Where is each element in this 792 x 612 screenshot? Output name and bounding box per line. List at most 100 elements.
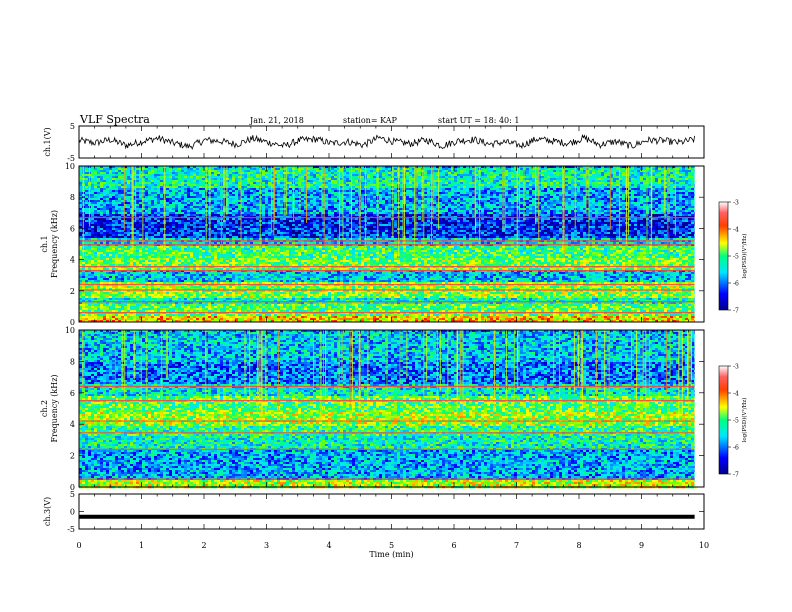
spectrogram-cell xyxy=(190,174,193,176)
spectrogram-cell xyxy=(427,180,430,182)
spectrogram-cell xyxy=(214,170,217,172)
spectrogram-cell xyxy=(352,190,355,192)
spectrogram-cell xyxy=(328,172,331,174)
spectrogram-cell xyxy=(325,170,328,172)
spectrogram-cell xyxy=(214,168,217,170)
spectrogram-cell xyxy=(301,170,304,172)
spectrogram-cell xyxy=(676,178,679,180)
spectrogram-cell xyxy=(178,174,181,176)
spectrogram-cell xyxy=(406,190,409,192)
spectrogram-cell xyxy=(655,182,658,184)
spectrogram-cell xyxy=(361,182,364,184)
spectrogram-cell xyxy=(154,174,157,176)
spectrogram-cell xyxy=(589,176,592,178)
spectrogram-cell xyxy=(643,178,646,180)
spectrogram-cell xyxy=(190,168,193,170)
spectrogram-cell xyxy=(199,190,202,192)
spectrogram-cell xyxy=(652,174,655,176)
spectrogram-cell xyxy=(136,188,139,190)
spectrogram-cell xyxy=(196,168,199,170)
spectrogram-cell xyxy=(655,184,658,186)
spectrogram-cell xyxy=(235,180,238,182)
spectrogram-cell xyxy=(448,178,451,180)
spectrogram-cell xyxy=(439,168,442,170)
spectrogram-cell xyxy=(601,182,604,184)
spectrogram-cell xyxy=(457,176,460,178)
spectrogram-cell xyxy=(529,182,532,184)
spectrogram-cell xyxy=(148,176,151,178)
spectrogram-cell xyxy=(559,180,562,182)
spectrogram-cell xyxy=(454,174,457,176)
spectrogram-cell xyxy=(394,176,397,178)
spectrogram-cell xyxy=(253,174,256,176)
spectrogram-cell xyxy=(613,170,616,172)
spectrogram-cell xyxy=(112,178,115,180)
spectrogram-cell xyxy=(247,172,250,174)
spectrogram-cell xyxy=(214,176,217,178)
spectrogram-cell xyxy=(232,168,235,170)
spectrogram-cell xyxy=(346,170,349,172)
spectrogram-cell xyxy=(508,182,511,184)
spectrogram-cell xyxy=(565,180,568,182)
spectrogram-cell xyxy=(172,186,175,188)
spectrogram-cell xyxy=(295,184,298,186)
spectrogram-cell xyxy=(460,168,463,170)
spectrogram-cell xyxy=(244,178,247,180)
spectrogram-cell xyxy=(367,182,370,184)
spectrogram-cell xyxy=(544,188,547,190)
spectrogram-cell xyxy=(145,168,148,170)
spectrogram-cell xyxy=(454,176,457,178)
spectrogram-cell xyxy=(463,188,466,190)
spectrogram-cell xyxy=(154,180,157,182)
spectrogram-cell xyxy=(616,188,619,190)
spectrogram-cell xyxy=(310,180,313,182)
spectrogram-cell xyxy=(199,186,202,188)
spectrogram-cell xyxy=(493,176,496,178)
spectrogram-cell xyxy=(118,178,121,180)
spectrogram-cell xyxy=(307,174,310,176)
spectrogram-cell xyxy=(508,168,511,170)
spectrogram-cell xyxy=(643,176,646,178)
spectrogram-cell xyxy=(151,178,154,180)
spectrogram-cell xyxy=(172,174,175,176)
spectrogram-cell xyxy=(682,186,685,188)
spectrogram-cell xyxy=(214,174,217,176)
spectrogram-cell xyxy=(322,184,325,186)
spectrogram-cell xyxy=(217,186,220,188)
spectrogram-cell xyxy=(652,178,655,180)
spectrogram-cell xyxy=(217,176,220,178)
spectrogram-cell xyxy=(253,188,256,190)
spectrogram-cell xyxy=(184,176,187,178)
spectrogram-cell xyxy=(532,176,535,178)
spectrogram-cell xyxy=(445,176,448,178)
spectrogram-cell xyxy=(151,182,154,184)
spectrogram-cell xyxy=(169,176,172,178)
spectrogram-cell xyxy=(571,174,574,176)
spectrogram-cell xyxy=(508,172,511,174)
spectrogram-cell xyxy=(253,182,256,184)
spectrogram-cell xyxy=(496,184,499,186)
spectrogram-cell xyxy=(418,188,421,190)
spectrogram-cell xyxy=(232,178,235,180)
spectrogram-cell xyxy=(268,178,271,180)
spectrogram-cell xyxy=(646,172,649,174)
spectrogram-cell xyxy=(268,180,271,182)
spectrogram-cell xyxy=(379,176,382,178)
spectrogram-cell xyxy=(637,188,640,190)
spectrogram-cell xyxy=(244,190,247,192)
spectrogram-cell xyxy=(559,176,562,178)
spectrogram-cell xyxy=(373,188,376,190)
spectrogram-cell xyxy=(394,178,397,180)
spectrogram-cell xyxy=(115,172,118,174)
spectrogram-cell xyxy=(223,180,226,182)
spectrogram-cell xyxy=(688,172,691,174)
spectrogram-cell xyxy=(235,186,238,188)
spectrogram-cell xyxy=(550,176,553,178)
spectrogram-cell xyxy=(85,182,88,184)
spectrogram-cell xyxy=(106,188,109,190)
spectrogram-cell xyxy=(277,172,280,174)
spectrogram-cell xyxy=(652,186,655,188)
spectrogram-cell xyxy=(193,176,196,178)
spectrogram-cell xyxy=(328,170,331,172)
spectrogram-cell xyxy=(442,174,445,176)
